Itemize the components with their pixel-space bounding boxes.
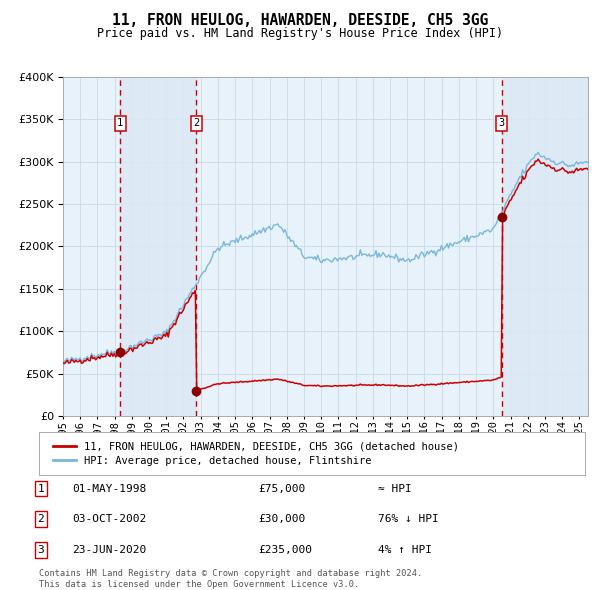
Text: 1: 1 <box>37 484 44 493</box>
Text: £75,000: £75,000 <box>258 484 305 493</box>
Text: 01-MAY-1998: 01-MAY-1998 <box>72 484 146 493</box>
Text: 3: 3 <box>499 119 505 129</box>
Text: 76% ↓ HPI: 76% ↓ HPI <box>378 514 439 524</box>
Text: 4% ↑ HPI: 4% ↑ HPI <box>378 545 432 555</box>
Text: £30,000: £30,000 <box>258 514 305 524</box>
Text: 23-JUN-2020: 23-JUN-2020 <box>72 545 146 555</box>
Text: £235,000: £235,000 <box>258 545 312 555</box>
Bar <box>121 77 196 416</box>
Text: 3: 3 <box>37 545 44 555</box>
Text: Contains HM Land Registry data © Crown copyright and database right 2024.
This d: Contains HM Land Registry data © Crown c… <box>39 569 422 589</box>
Text: 1: 1 <box>117 119 124 129</box>
Text: 2: 2 <box>37 514 44 524</box>
Bar <box>502 77 588 416</box>
Legend: 11, FRON HEULOG, HAWARDEN, DEESIDE, CH5 3GG (detached house), HPI: Average price: 11, FRON HEULOG, HAWARDEN, DEESIDE, CH5 … <box>50 439 462 468</box>
Text: 2: 2 <box>193 119 200 129</box>
Text: ≈ HPI: ≈ HPI <box>378 484 412 493</box>
Text: Price paid vs. HM Land Registry's House Price Index (HPI): Price paid vs. HM Land Registry's House … <box>97 27 503 40</box>
Text: 11, FRON HEULOG, HAWARDEN, DEESIDE, CH5 3GG: 11, FRON HEULOG, HAWARDEN, DEESIDE, CH5 … <box>112 13 488 28</box>
Text: 03-OCT-2002: 03-OCT-2002 <box>72 514 146 524</box>
